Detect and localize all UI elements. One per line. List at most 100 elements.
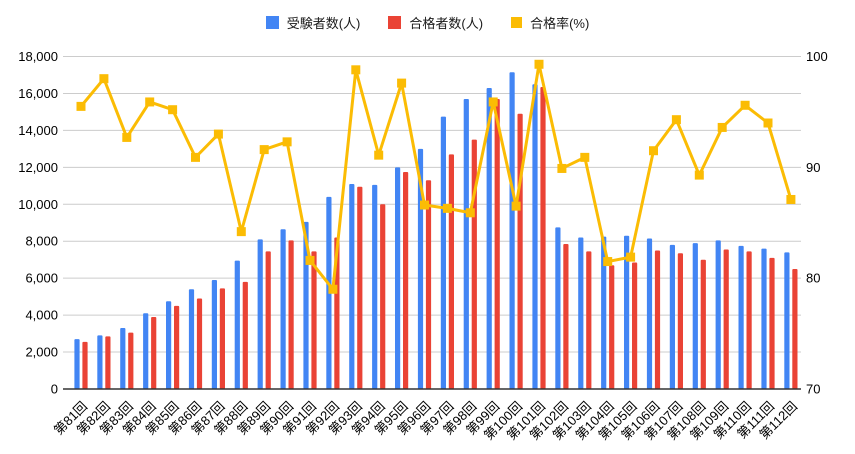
legend-swatch-passers <box>388 16 402 29</box>
pass-rate-marker <box>763 118 773 128</box>
pass-rate-marker <box>442 203 452 213</box>
pass-rate-marker <box>534 59 544 69</box>
bar-passers <box>700 259 706 389</box>
bar-examinees <box>509 72 515 389</box>
bar-passers <box>632 262 638 389</box>
pass-rate-marker <box>99 74 109 84</box>
pass-rate-marker <box>374 150 384 160</box>
bar-passers <box>563 244 569 389</box>
bar-passers <box>105 336 111 389</box>
bar-passers <box>448 154 454 389</box>
pass-rate-marker <box>488 97 498 107</box>
bar-examinees <box>669 244 675 389</box>
y-axis-right-tick-label: 100 <box>806 49 828 64</box>
pass-rate-marker <box>671 115 681 125</box>
bar-examinees <box>188 289 195 389</box>
bar-passers <box>677 253 683 389</box>
bar-examinees <box>440 116 446 389</box>
pass-rate-marker <box>626 252 636 262</box>
pass-rate-marker <box>694 170 704 180</box>
bar-examinees <box>120 328 126 389</box>
pass-rate-line <box>79 62 793 291</box>
bar-examinees <box>486 87 492 390</box>
bar-examinees <box>738 245 744 389</box>
bar-passers <box>769 257 775 389</box>
bar-examinees <box>257 239 263 389</box>
pass-rate-marker <box>76 101 86 111</box>
bar-examinees <box>143 313 149 389</box>
bar-examinees <box>761 248 767 389</box>
bar-passers <box>746 251 752 389</box>
pass-rate-marker <box>145 97 155 107</box>
y-axis-left-tick-label: 10,000 <box>18 197 58 212</box>
legend-item-passers[interactable]: 合格者数(人) <box>388 13 483 32</box>
bar-examinees <box>532 84 538 390</box>
bar-passers <box>128 332 134 389</box>
bar-examinees <box>784 252 790 389</box>
bar-examinees <box>715 240 721 389</box>
y-axis-right-tick-label: 70 <box>806 382 820 397</box>
pass-rate-marker <box>213 129 223 139</box>
bar-passers <box>242 281 248 389</box>
bar-passers <box>723 249 729 389</box>
y-axis-left-tick-label: 12,000 <box>18 160 58 175</box>
bar-examinees <box>280 229 286 389</box>
legend-label-examinees: 受験者数(人) <box>286 16 361 31</box>
bar-examinees <box>555 227 561 389</box>
bar-examinees <box>624 235 630 389</box>
bar-examinees <box>601 236 607 389</box>
y-axis-left-tick-label: 18,000 <box>18 49 58 64</box>
bar-passers <box>219 288 225 389</box>
bar-examinees <box>234 260 240 389</box>
pass-rate-marker <box>191 152 200 162</box>
pass-rate-marker <box>351 65 361 75</box>
bar-passers <box>82 341 88 389</box>
bar-passers <box>311 251 317 389</box>
bar-passers <box>792 268 798 389</box>
bar-examinees <box>395 167 401 389</box>
bar-passers <box>540 87 546 389</box>
pass-rate-marker <box>786 194 796 204</box>
pass-rate-marker <box>740 100 750 110</box>
y-axis-left-tick-label: 6,000 <box>25 271 58 286</box>
y-axis-left-tick-label: 4,000 <box>25 308 58 323</box>
y-axis-left-tick-label: 0 <box>51 382 58 397</box>
legend-swatch-examinees <box>265 16 279 29</box>
pass-rate-marker <box>717 122 727 132</box>
bar-passers <box>288 240 294 389</box>
pass-rate-marker <box>305 255 315 265</box>
bar-passers <box>403 171 409 389</box>
bar-examinees <box>578 237 584 389</box>
pass-rate-marker <box>511 201 521 211</box>
bar-passers <box>471 139 477 389</box>
legend-label-passers: 合格者数(人) <box>409 16 484 31</box>
y-axis-left-tick-label: 14,000 <box>18 123 58 138</box>
y-axis-right-tick-label: 90 <box>806 160 820 175</box>
bar-passers <box>357 186 363 389</box>
bar-examinees <box>372 184 378 389</box>
y-axis-left-tick-label: 2,000 <box>25 345 58 360</box>
bar-passers <box>380 204 386 389</box>
pass-rate-marker <box>259 145 269 155</box>
legend-item-examinees[interactable]: 受験者数(人) <box>265 13 361 32</box>
bar-passers <box>586 251 592 389</box>
bar-examinees <box>463 99 469 390</box>
bar-passers <box>151 316 157 389</box>
bar-examinees <box>211 280 217 389</box>
pass-rate-marker <box>282 137 292 147</box>
bar-passers <box>265 251 271 389</box>
bar-examinees <box>97 335 103 389</box>
pass-rate-marker <box>580 152 590 162</box>
pass-rate-marker <box>649 146 658 156</box>
bar-examinees <box>692 243 698 389</box>
pass-rate-marker <box>122 132 132 142</box>
chart-legend: 受験者数(人) 合格者数(人) 合格率(%) <box>0 13 855 32</box>
y-axis-right-tick-label: 80 <box>806 271 820 286</box>
bar-examinees <box>74 339 80 389</box>
legend-item-pass-rate[interactable]: 合格率(%) <box>511 13 589 32</box>
bar-passers <box>425 180 432 389</box>
bar-examinees <box>646 238 653 389</box>
legend-swatch-pass-rate <box>511 17 523 28</box>
